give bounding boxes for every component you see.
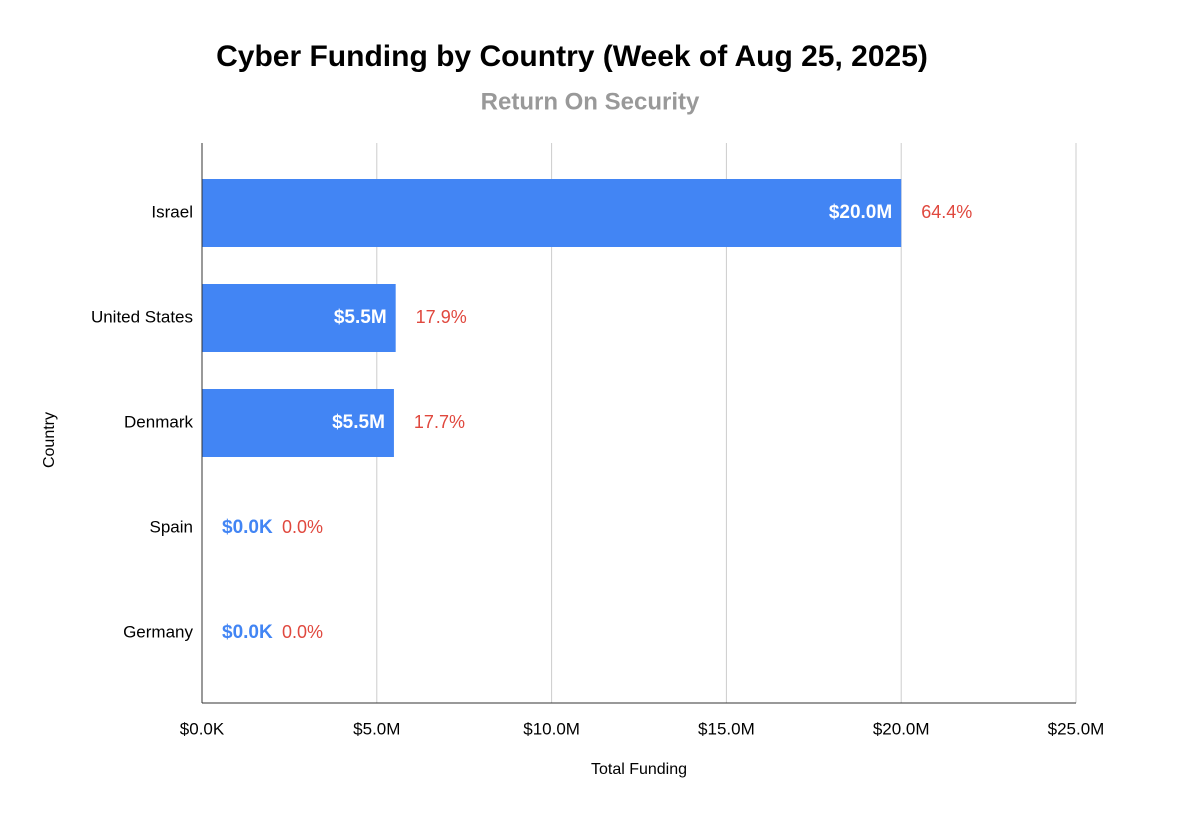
chart-subtitle: Return On Security: [481, 88, 700, 115]
x-tick-label: $25.0M: [1048, 719, 1105, 738]
x-tick-label: $15.0M: [698, 719, 755, 738]
bar: [202, 179, 902, 247]
y-axis-title: Country: [41, 412, 58, 468]
bar: [202, 284, 396, 352]
percent-label: 64.4%: [921, 202, 972, 222]
y-tick-label: Israel: [151, 202, 193, 221]
x-axis-title: Total Funding: [591, 761, 687, 778]
value-label: $0.0K: [222, 517, 273, 538]
percent-label: 0.0%: [282, 622, 323, 642]
x-tick-label: $20.0M: [873, 719, 930, 738]
bar: [202, 389, 394, 457]
percent-label: 0.0%: [282, 517, 323, 537]
x-tick-label: $0.0K: [180, 719, 225, 738]
value-label: $20.0M: [829, 202, 892, 223]
y-tick-label: Germany: [123, 622, 193, 641]
y-tick-label: Denmark: [124, 412, 193, 431]
percent-label: 17.9%: [416, 307, 467, 327]
value-label: $5.5M: [334, 307, 387, 328]
percent-label: 17.7%: [414, 412, 465, 432]
x-tick-label: $10.0M: [523, 719, 580, 738]
y-tick-label: Spain: [150, 517, 193, 536]
value-label: $0.0K: [222, 622, 273, 643]
x-tick-label: $5.0M: [353, 719, 400, 738]
chart-title: Cyber Funding by Country (Week of Aug 25…: [216, 40, 928, 73]
y-tick-label: United States: [91, 307, 193, 326]
value-label: $5.5M: [332, 412, 385, 433]
